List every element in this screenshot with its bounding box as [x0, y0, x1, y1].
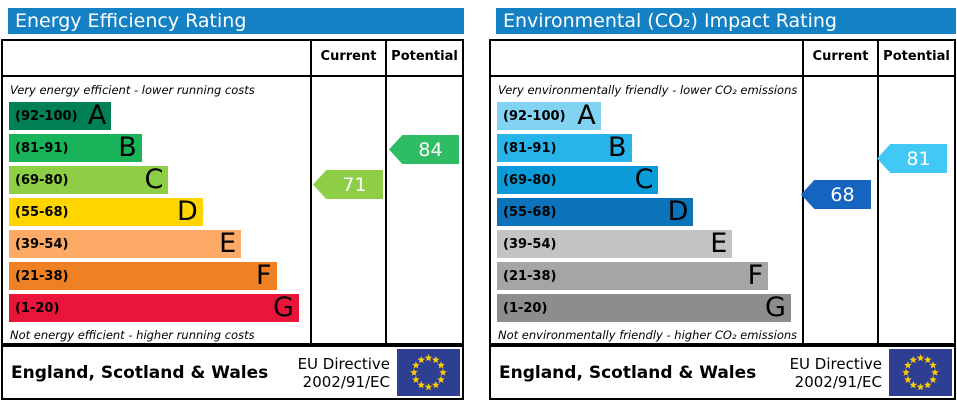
- band-range: (55-68): [15, 204, 69, 220]
- band-range: (69-80): [15, 172, 69, 188]
- rating-bands-cell: Very environmentally friendly - lower CO…: [491, 77, 802, 344]
- environmental-impact-panel: Environmental (CO₂) Impact Rating Curren…: [489, 8, 956, 400]
- eu-directive-line2: 2002/91/EC: [794, 372, 882, 391]
- band-f: (21-38) F: [9, 262, 277, 290]
- panel-footer: England, Scotland & Wales EU Directive 2…: [489, 345, 956, 400]
- band-letter: C: [144, 164, 164, 195]
- band-letter: A: [577, 100, 596, 131]
- top-note: Very environmentally friendly - lower CO…: [498, 83, 798, 97]
- top-note: Very energy efficient - lower running co…: [10, 83, 255, 97]
- bottom-note: Not energy efficient - higher running co…: [10, 328, 255, 342]
- energy-efficiency-panel: Energy Efficiency Rating Current Potenti…: [1, 8, 464, 400]
- rating-bands-cell: Very energy efficient - lower running co…: [3, 77, 310, 344]
- panel-title: Energy Efficiency Rating: [8, 8, 464, 34]
- current-rating-value: 71: [342, 173, 367, 196]
- current-column-header: Current: [802, 41, 877, 75]
- current-column: [310, 77, 385, 344]
- potential-rating-value: 81: [906, 147, 931, 170]
- band-c: (69-80) C: [9, 164, 169, 195]
- band-range: (1-20): [503, 300, 548, 316]
- band-a: (92-100) A: [9, 100, 112, 131]
- table-header-row: Current Potential: [3, 41, 462, 77]
- potential-rating-arrow: 81: [877, 144, 947, 173]
- band-letter: E: [219, 228, 237, 259]
- current-column: [802, 77, 877, 344]
- potential-column: [877, 77, 954, 344]
- band-range: (92-100): [15, 108, 78, 124]
- current-rating-arrow: 71: [313, 170, 383, 199]
- band-letter: E: [710, 228, 728, 259]
- band-range: (92-100): [503, 108, 566, 124]
- band-f: (21-38) F: [497, 260, 769, 291]
- band-b: (81-91) B: [9, 134, 142, 162]
- eu-directive-line1: EU Directive: [297, 354, 390, 373]
- potential-column: [385, 77, 462, 344]
- energy-rating-table: Current Potential Very energy efficient …: [1, 39, 464, 345]
- eu-directive-line2: 2002/91/EC: [302, 372, 390, 391]
- band-range: (81-91): [503, 140, 557, 156]
- eu-flag-icon: [889, 349, 952, 396]
- band-letter: G: [764, 292, 786, 323]
- bottom-note: Not environmentally friendly - higher CO…: [498, 328, 798, 342]
- band-e: (39-54) E: [497, 228, 733, 259]
- band-letter: C: [634, 164, 654, 195]
- environmental-rating-table: Current Potential Very environmentally f…: [489, 39, 956, 345]
- panel-footer: England, Scotland & Wales EU Directive 2…: [1, 345, 464, 400]
- table-header-row: Current Potential: [491, 41, 954, 77]
- current-column-header: Current: [310, 41, 385, 75]
- band-range: (81-91): [15, 140, 69, 156]
- band-range: (55-68): [503, 204, 557, 220]
- band-range: (39-54): [15, 236, 69, 252]
- potential-column-header: Potential: [877, 41, 954, 75]
- band-d: (55-68) D: [9, 198, 203, 226]
- table-body: Very environmentally friendly - lower CO…: [491, 77, 954, 344]
- eu-directive-label: EU Directive 2002/91/EC: [790, 355, 889, 391]
- band-letter: D: [667, 196, 689, 227]
- current-rating-value: 68: [830, 183, 855, 206]
- current-rating-arrow: 68: [801, 180, 871, 209]
- band-letter: B: [118, 132, 137, 163]
- potential-rating-value: 84: [418, 138, 443, 161]
- band-letter: G: [273, 292, 294, 323]
- eu-directive-line1: EU Directive: [789, 354, 882, 373]
- band-letter: D: [177, 196, 198, 227]
- band-letter: F: [747, 260, 764, 291]
- band-letter: F: [256, 260, 272, 291]
- band-letter: B: [608, 132, 627, 163]
- band-range: (21-38): [503, 268, 557, 284]
- band-g: (1-20) G: [9, 294, 299, 322]
- header-spacer: [3, 41, 310, 75]
- band-g: (1-20) G: [497, 294, 791, 322]
- eu-directive-label: EU Directive 2002/91/EC: [298, 355, 397, 391]
- band-letter: A: [87, 100, 107, 131]
- band-range: (39-54): [503, 236, 557, 252]
- region-label: England, Scotland & Wales: [499, 362, 757, 383]
- band-d: (55-68) D: [497, 196, 694, 227]
- band-a: (92-100) A: [497, 102, 601, 130]
- band-b: (81-91) B: [497, 134, 632, 162]
- potential-column-header: Potential: [385, 41, 462, 75]
- header-spacer: [491, 41, 802, 75]
- band-e: (39-54) E: [9, 228, 242, 259]
- panel-title: Environmental (CO₂) Impact Rating: [496, 8, 956, 34]
- band-range: (69-80): [503, 172, 557, 188]
- potential-rating-arrow: 84: [389, 135, 459, 164]
- table-body: Very energy efficient - lower running co…: [3, 77, 462, 344]
- band-range: (1-20): [15, 300, 60, 316]
- region-label: England, Scotland & Wales: [11, 362, 269, 383]
- band-c: (69-80) C: [497, 164, 659, 195]
- eu-flag-icon: [397, 349, 460, 396]
- band-range: (21-38): [15, 268, 69, 284]
